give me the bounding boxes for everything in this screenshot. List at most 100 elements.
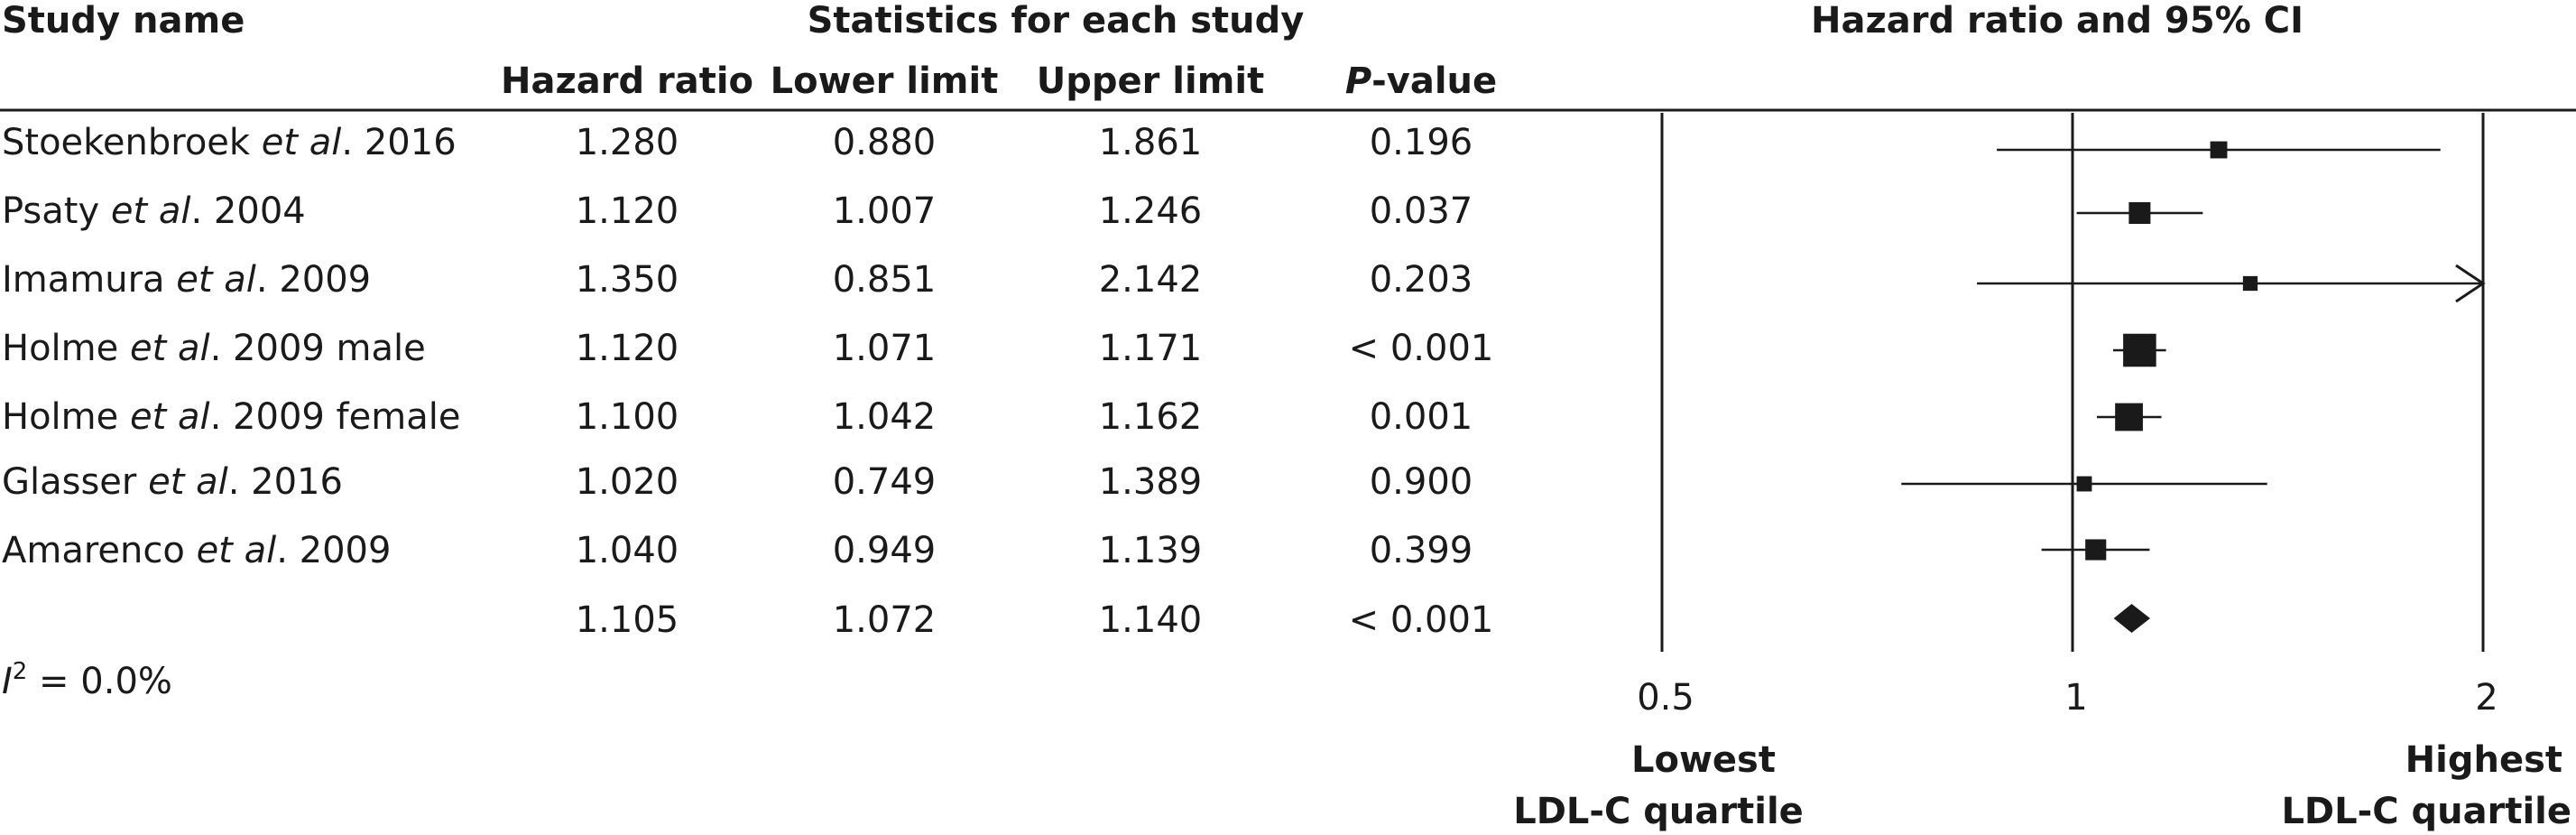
study-suffix: . 2009 female: [210, 396, 461, 438]
study-hr: 1.280: [576, 122, 679, 163]
heterogeneity-symbol: I: [2, 661, 13, 702]
study-lower: 1.007: [833, 190, 937, 232]
study-p: 0.001: [1370, 396, 1473, 438]
study-row: Amarenco et al. 2009 1.040 0.949 1.139 0.399: [2, 530, 1473, 571]
study-point: [2123, 333, 2156, 367]
axis-left-label-1: Lowest: [1631, 739, 1776, 781]
study-name: Imamura et al. 2009: [2, 259, 371, 301]
study-suffix: . 2016: [341, 122, 456, 163]
study-row: Glasser et al. 2016 1.020 0.749 1.389 0.900: [2, 461, 1473, 503]
study-space: [118, 328, 130, 369]
study-author: Imamura: [2, 259, 165, 301]
study-row: Psaty et al. 2004 1.120 1.007 1.246 0.037: [2, 190, 1473, 232]
study-suffix: . 2009: [256, 259, 371, 301]
header-p-value: P-value: [1345, 60, 1497, 102]
study-lower: 0.949: [833, 530, 937, 571]
study-rows: Stoekenbroek et al. 2016 1.280 0.880 1.861 0…: [2, 122, 1493, 571]
study-point: [2242, 275, 2258, 292]
study-etal: et al: [148, 461, 228, 503]
heterogeneity-value: = 0.0%: [27, 661, 172, 702]
study-hr: 1.120: [576, 328, 679, 369]
study-upper: 1.171: [1099, 328, 1203, 369]
study-author: Glasser: [2, 461, 137, 503]
study-etal: et al: [176, 259, 256, 301]
study-row: Holme et al. 2009 male 1.120 1.071 1.171 < 0…: [2, 328, 1493, 369]
axis-right-label-2: LDL-C quartile: [2281, 791, 2571, 832]
pooled-upper: 1.140: [1099, 599, 1203, 641]
pooled-diamond: [2113, 604, 2151, 633]
pooled-p: < 0.001: [1349, 599, 1494, 641]
study-point: [2115, 403, 2143, 431]
study-name: Stoekenbroek et al. 2016: [2, 122, 457, 163]
pooled-hr: 1.105: [576, 599, 679, 641]
study-p: 0.203: [1370, 259, 1473, 301]
study-name: Holme et al. 2009 female: [2, 396, 460, 438]
study-upper: 1.389: [1099, 461, 1203, 503]
study-lower: 1.042: [833, 396, 937, 438]
x-tick-label: 0.5: [1637, 677, 1694, 719]
x-tick-label: 2: [2475, 677, 2498, 719]
study-suffix: . 2016: [228, 461, 343, 503]
study-name: Psaty et al. 2004: [2, 190, 306, 232]
study-space: [165, 259, 177, 301]
study-lower: 1.071: [833, 328, 937, 369]
study-author: Stoekenbroek: [2, 122, 251, 163]
plot-area: [1660, 113, 2486, 652]
study-hr: 1.040: [576, 530, 679, 571]
study-suffix: . 2009 male: [210, 328, 426, 369]
study-lower: 0.851: [833, 259, 937, 301]
study-hr: 1.120: [576, 190, 679, 232]
study-point: [2085, 539, 2107, 561]
study-row: Imamura et al. 2009 1.350 0.851 2.142 0.203: [2, 259, 1473, 301]
study-upper: 1.246: [1099, 190, 1203, 232]
study-point: [2128, 202, 2151, 224]
study-p: 0.399: [1370, 530, 1473, 571]
study-name: Amarenco et al. 2009: [2, 530, 391, 571]
header-plot: Hazard ratio and 95% CI: [1811, 0, 2304, 42]
axis-left-label-2: LDL-C quartile: [1513, 791, 1804, 832]
study-name: Holme et al. 2009 male: [2, 328, 426, 369]
header-p-rest: -value: [1371, 60, 1497, 102]
header-hazard-ratio: Hazard ratio: [501, 60, 753, 102]
study-row: Holme et al. 2009 female 1.100 1.042 1.162 0…: [2, 396, 1473, 438]
study-space: [99, 190, 111, 232]
study-lower: 0.749: [833, 461, 937, 503]
study-author: Amarenco: [2, 530, 185, 571]
study-p: 0.037: [1370, 190, 1473, 232]
study-upper: 1.162: [1099, 396, 1203, 438]
axis-right-label-1: Highest: [2405, 739, 2562, 781]
study-author: Psaty: [2, 190, 99, 232]
study-upper: 1.139: [1099, 530, 1203, 571]
study-p: < 0.001: [1349, 328, 1494, 369]
study-upper: 2.142: [1099, 259, 1203, 301]
study-etal: et al: [262, 122, 342, 163]
study-upper: 1.861: [1099, 122, 1203, 163]
header-statistics: Statistics for each study: [808, 0, 1305, 42]
study-row: Stoekenbroek et al. 2016 1.280 0.880 1.861 0…: [2, 122, 1473, 163]
study-space: [118, 396, 130, 438]
pooled-row: 1.105 1.072 1.140 < 0.001: [576, 599, 1494, 641]
heterogeneity: I2 = 0.0%: [2, 658, 172, 702]
study-suffix: . 2009: [276, 530, 391, 571]
header-p-italic: P: [1345, 60, 1371, 102]
study-etal: et al: [130, 328, 210, 369]
study-hr: 1.100: [576, 396, 679, 438]
study-etal: et al: [130, 396, 210, 438]
study-space: [250, 122, 262, 163]
heterogeneity-superscript: 2: [13, 658, 28, 685]
ci-arrow: [2455, 264, 2486, 303]
study-hr: 1.020: [576, 461, 679, 503]
header-study-name: Study name: [2, 0, 245, 42]
study-space: [136, 461, 148, 503]
study-point: [2210, 141, 2228, 159]
header-lower-limit: Lower limit: [771, 60, 999, 102]
axis-tick-labels: 0.5 1 2: [1637, 677, 2498, 719]
study-etal: et al: [197, 530, 277, 571]
study-hr: 1.350: [576, 259, 679, 301]
study-space: [185, 530, 197, 571]
study-p: 0.900: [1370, 461, 1473, 503]
header-upper-limit: Upper limit: [1037, 60, 1264, 102]
x-tick-label: 1: [2064, 677, 2087, 719]
study-name: Glasser et al. 2016: [2, 461, 343, 503]
